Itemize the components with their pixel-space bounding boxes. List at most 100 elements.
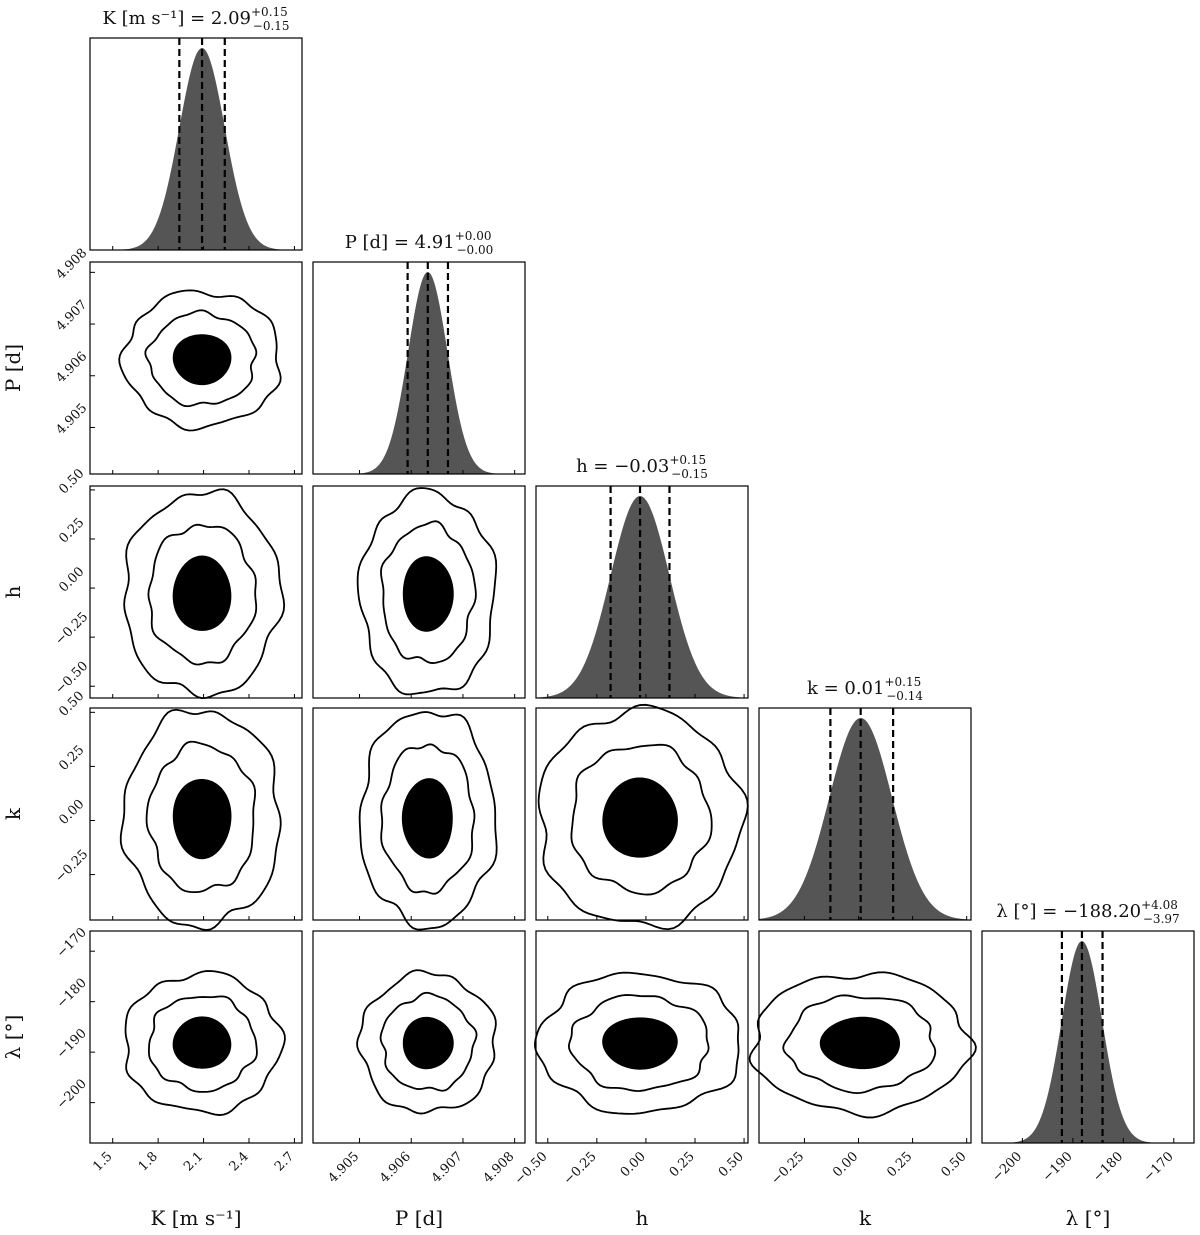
y-tick-label-P-3: 4.908 [53, 246, 90, 283]
x-tick-label-k-0: −0.25 [768, 1149, 807, 1188]
title-minus-K: −0.15 [253, 19, 290, 33]
y-tick-label-P-1: 4.906 [53, 349, 90, 386]
x-axis-label-k: k [859, 1206, 872, 1230]
contour-panel-P-h [312, 485, 526, 699]
x-tick-label-P-2: 4.907 [429, 1149, 466, 1186]
title-K: K [m s⁻¹] = 2.09+0.15 −0.15 [102, 5, 289, 33]
y-tick-label-h-1: −0.25 [52, 610, 91, 649]
x-axis-k: −0.25 0.00 0.25 0.50 k [768, 1138, 970, 1230]
y-axis-h: −0.50 −0.25 0.00 0.25 0.50 h [1, 466, 95, 697]
contour-panel-K-k [89, 707, 303, 931]
y-axis-lambda: −200 −190 −180 −170 λ [°] [1, 925, 95, 1112]
contour-1sigma-P-h [402, 556, 454, 632]
contour-3sigma-h-lambda [534, 971, 740, 1115]
title-P: P [d] = 4.91+0.00 −0.00 [345, 229, 494, 257]
panel-frame-K-K [89, 37, 303, 251]
x-tick-label-h-0: −0.50 [512, 1149, 551, 1188]
y-tick-label-k-0: −0.25 [52, 847, 91, 886]
y-tick-label-P-2: 4.907 [53, 297, 90, 334]
y-tick-label-k-1: 0.00 [56, 797, 87, 828]
contour-2sigma-h-lambda [567, 994, 710, 1092]
x-tick-label-P-0: 4.905 [325, 1149, 362, 1186]
panel-frame-lambda-lambda [981, 930, 1195, 1144]
title-plus-P: +0.00 [455, 229, 492, 243]
y-tick-label-h-3: 0.25 [56, 515, 87, 546]
contour-3sigma-P-lambda [356, 969, 497, 1115]
y-axis-label-h: h [1, 585, 25, 598]
histogram-fill-h [536, 496, 748, 698]
x-tick-label-lambda-0: −200 [989, 1149, 1025, 1185]
title-minus-h: −0.15 [671, 467, 708, 481]
x-tick-label-K-4: 2.7 [272, 1149, 297, 1174]
contour-panel-h-k [535, 703, 749, 931]
panel-frame-K-P [89, 261, 303, 475]
contour-1sigma-P-k [401, 778, 453, 859]
histogram-K [89, 37, 303, 251]
contour-panel-K-lambda [89, 930, 303, 1144]
y-axis-k: −0.250.000.250.50k [1, 689, 95, 886]
contour-2sigma-k-lambda [782, 994, 937, 1095]
contour-1sigma-P-lambda [402, 1016, 454, 1070]
y-tick-label-lambda-2: −180 [54, 976, 90, 1012]
x-tick-label-K-0: 1.5 [90, 1149, 115, 1174]
panel-frame-k-k [758, 707, 972, 921]
histogram-fill-K [90, 48, 302, 251]
title-minus-k: −0.14 [886, 689, 923, 703]
y-axis-label-P: P [d] [1, 344, 25, 392]
panel-frame-h-lambda [535, 930, 749, 1144]
contour-1sigma-h-lambda [602, 1017, 678, 1070]
y-tick-label-h-2: 0.00 [56, 564, 87, 595]
x-axis-K: 1.5 1.8 2.1 2.4 2.7 K [m s⁻¹] [90, 1138, 297, 1230]
x-axis-lambda: −200 −190 −180 −170 λ [°] [989, 1138, 1177, 1230]
contour-2sigma-K-k [145, 740, 257, 894]
y-tick-label-P-0: 4.905 [53, 401, 90, 438]
panel-frame-h-h [535, 485, 749, 699]
contour-2sigma-K-P [144, 309, 258, 408]
contour-panel-K-h [89, 485, 303, 700]
panel-frame-K-lambda [89, 930, 303, 1144]
contour-panel-h-lambda [534, 930, 749, 1144]
x-tick-label-lambda-2: −180 [1090, 1149, 1126, 1185]
x-tick-label-lambda-1: −190 [1040, 1149, 1076, 1185]
panel-frame-h-k [535, 707, 749, 921]
panel-frame-P-h [312, 485, 526, 699]
contour-1sigma-K-lambda [172, 1016, 232, 1069]
contour-panel-k-lambda [748, 930, 977, 1144]
title-prefix-k: k = 0.01 [807, 678, 885, 699]
title-minus-P: −0.00 [457, 243, 494, 257]
contour-3sigma-K-h [123, 488, 286, 700]
x-axis-label-lambda: λ [°] [1066, 1206, 1111, 1230]
contour-2sigma-K-lambda [148, 995, 258, 1093]
x-tick-label-k-1: 0.00 [830, 1149, 861, 1180]
y-tick-label-lambda-0: −200 [54, 1077, 90, 1113]
x-tick-label-lambda-3: −170 [1141, 1149, 1177, 1185]
contour-3sigma-P-k [358, 711, 498, 931]
contour-3sigma-k-lambda [748, 971, 977, 1119]
title-prefix-K: K [m s⁻¹] = 2.09 [102, 8, 251, 29]
title-plus-h: +0.15 [669, 453, 706, 467]
contour-2sigma-P-lambda [379, 991, 478, 1092]
x-tick-label-h-2: 0.00 [618, 1149, 649, 1180]
x-axis-label-P: P [d] [395, 1206, 443, 1230]
y-axis-label-lambda: λ [°] [1, 1015, 25, 1060]
contour-3sigma-K-lambda [124, 970, 286, 1116]
panel-frame-P-P [312, 261, 526, 475]
panel-frame-P-k [312, 707, 526, 921]
x-axis-h: −0.50 −0.25 0.00 0.25 0.50 h [512, 1138, 747, 1230]
panel-frame-K-h [89, 485, 303, 699]
title-plus-lambda: +4.08 [1141, 898, 1178, 912]
contour-3sigma-h-k [537, 703, 749, 931]
x-tick-label-P-3: 4.908 [481, 1149, 518, 1186]
contour-panel-K-P [89, 261, 303, 475]
x-axis-label-K: K [m s⁻¹] [150, 1206, 241, 1230]
contour-panel-P-k [312, 707, 526, 931]
contour-1sigma-k-lambda [819, 1016, 901, 1070]
x-tick-label-h-1: −0.25 [561, 1149, 600, 1188]
panel-frame-K-k [89, 707, 303, 921]
histogram-fill-k [759, 718, 971, 920]
y-axis-P: 4.905 4.906 4.907 4.908 P [d] [1, 246, 95, 438]
panel-frame-P-lambda [312, 930, 526, 1144]
y-tick-label-k-2: 0.25 [56, 743, 87, 774]
y-tick-label-h-0: −0.50 [52, 659, 91, 698]
